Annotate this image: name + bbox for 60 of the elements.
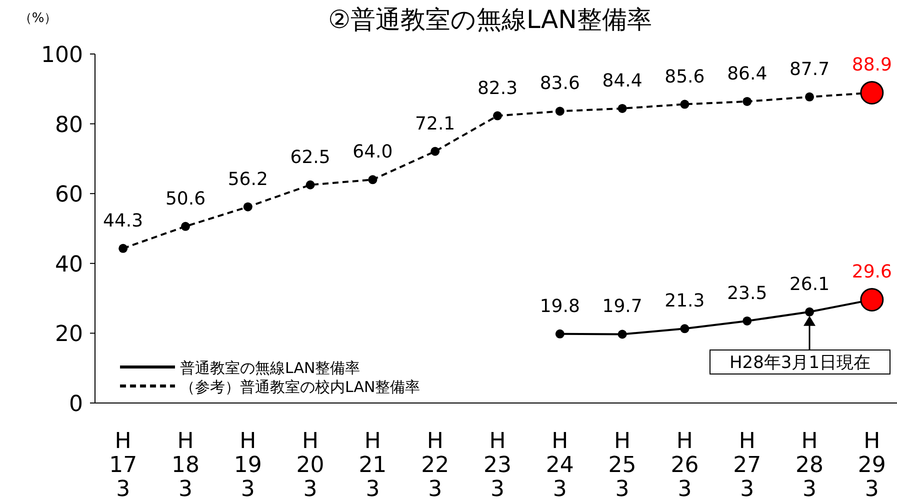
x-tick-label: H 23 3 bbox=[484, 429, 512, 499]
data-label: 85.6 bbox=[664, 66, 705, 88]
point bbox=[243, 202, 252, 212]
data-label: 21.3 bbox=[664, 290, 705, 312]
x-tick-label: H 21 3 bbox=[358, 429, 387, 499]
data-label: 82.3 bbox=[477, 78, 518, 99]
legend-label: （参考）普通教室の校内LAN整備率 bbox=[180, 378, 420, 396]
x-tick-label: H 24 3 bbox=[546, 429, 574, 499]
point bbox=[805, 92, 814, 102]
point bbox=[493, 111, 502, 120]
data-label: 29.6 bbox=[852, 262, 892, 283]
x-tick-label: H 18 3 bbox=[171, 429, 200, 499]
data-label: 50.6 bbox=[165, 188, 206, 210]
point bbox=[805, 307, 814, 316]
point bbox=[742, 96, 752, 106]
data-label: 84.4 bbox=[602, 70, 642, 92]
point bbox=[118, 244, 128, 253]
point bbox=[680, 324, 690, 334]
point bbox=[555, 106, 564, 116]
point bbox=[306, 180, 315, 190]
x-tick-label: H 26 3 bbox=[670, 429, 699, 499]
data-label: 62.5 bbox=[290, 146, 330, 168]
data-label: 19.8 bbox=[540, 296, 580, 317]
point bbox=[430, 146, 440, 156]
x-tick-label: H 28 3 bbox=[796, 429, 824, 499]
point bbox=[742, 316, 752, 326]
point bbox=[618, 330, 627, 339]
annotation: H28年3月1日現在 bbox=[729, 353, 871, 373]
y-tick-label: 80 bbox=[55, 112, 83, 138]
x-tick-label: H 17 3 bbox=[109, 429, 138, 499]
y-tick-label: 60 bbox=[55, 182, 83, 208]
x-tick-label: H 20 3 bbox=[296, 429, 324, 499]
x-tick-label: H 27 3 bbox=[733, 429, 762, 499]
x-tick-label: H 25 3 bbox=[608, 429, 636, 499]
y-tick-label: 40 bbox=[55, 252, 83, 278]
data-label: 19.7 bbox=[602, 296, 642, 318]
y-axis-title: （%） bbox=[18, 11, 58, 26]
data-label: 88.9 bbox=[852, 54, 892, 76]
data-label: 72.1 bbox=[415, 113, 456, 134]
x-tick-label: H 22 3 bbox=[421, 429, 450, 499]
point bbox=[618, 104, 627, 113]
data-label: 56.2 bbox=[228, 168, 268, 190]
data-label: 83.6 bbox=[540, 73, 580, 94]
point bbox=[555, 329, 564, 338]
point bbox=[180, 222, 190, 231]
legend-label: 普通教室の無線LAN整備率 bbox=[180, 359, 360, 377]
y-tick-label: 100 bbox=[41, 43, 83, 68]
data-label: 26.1 bbox=[789, 274, 830, 295]
x-tick-label: H 29 3 bbox=[858, 429, 886, 499]
point bbox=[368, 175, 378, 184]
point bbox=[680, 100, 690, 109]
chart-title: ②普通教室の無線LAN整備率 bbox=[328, 5, 652, 34]
y-tick-label: 0 bbox=[69, 392, 83, 417]
data-label: 23.5 bbox=[727, 282, 768, 304]
y-tick-label: 20 bbox=[55, 322, 83, 348]
x-tick-label: H 19 3 bbox=[234, 429, 262, 499]
data-label: 64.0 bbox=[352, 142, 393, 163]
data-label: 86.4 bbox=[727, 63, 768, 84]
data-label: 44.3 bbox=[103, 210, 144, 232]
data-label: 87.7 bbox=[789, 58, 830, 80]
